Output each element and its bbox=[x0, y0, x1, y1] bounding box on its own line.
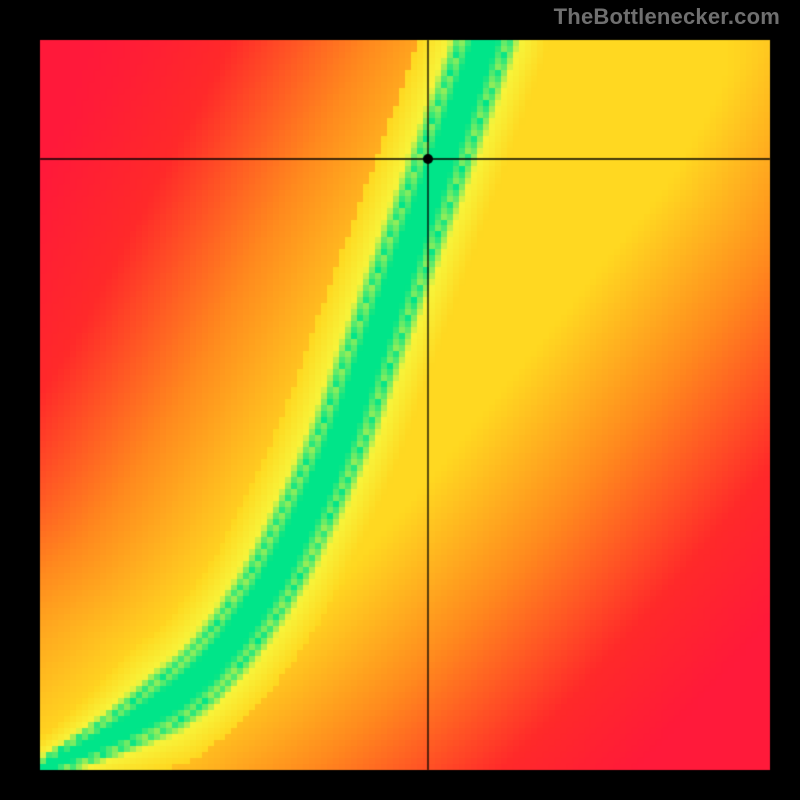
overlay-canvas bbox=[0, 0, 800, 800]
watermark-label: TheBottlenecker.com bbox=[554, 4, 780, 30]
figure-container: TheBottlenecker.com bbox=[0, 0, 800, 800]
